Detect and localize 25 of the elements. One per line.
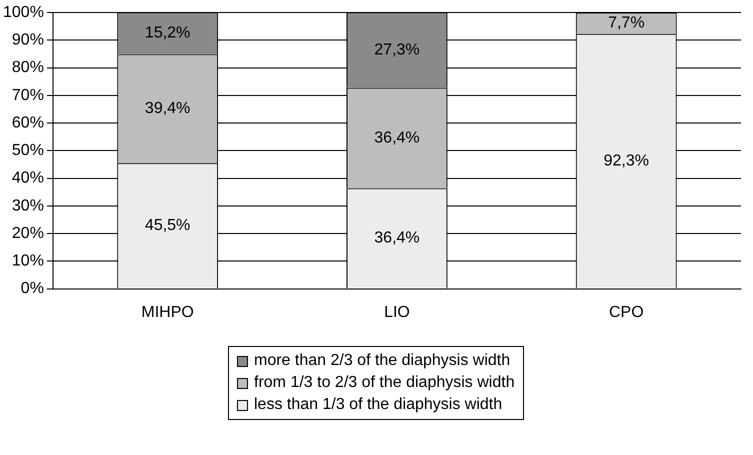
data-label: 27,3% — [374, 41, 420, 58]
y-tick-label: 10% — [12, 252, 44, 270]
y-tick-label: 40% — [12, 170, 44, 187]
y-tick-label: 30% — [12, 197, 44, 214]
x-tick-label: MIHPO — [141, 304, 194, 321]
y-tick-label: 70% — [12, 86, 44, 104]
y-tick-label: 60% — [12, 114, 44, 132]
y-tick-label: 50% — [12, 142, 44, 160]
legend-label: from 1/3 to 2/3 of the diaphysis width — [254, 373, 515, 393]
y-tick-label: 100% — [3, 4, 44, 22]
y-tick-label: 80% — [12, 59, 44, 76]
data-label: 7,7% — [608, 14, 645, 32]
data-label: 92,3% — [604, 152, 650, 170]
x-tick-label: LIO — [384, 304, 410, 321]
y-tick-label: 90% — [12, 32, 44, 49]
legend-label: more than 2/3 of the diaphysis width — [254, 351, 510, 371]
x-tick-label: CPO — [608, 304, 644, 321]
data-label: 36,4% — [374, 129, 420, 146]
y-tick-label: 0% — [20, 280, 44, 298]
data-label: 15,2% — [144, 24, 190, 42]
data-label: 39,4% — [144, 100, 190, 118]
legend-label: less than 1/3 of the diaphysis width — [254, 395, 502, 415]
data-label: 45,5% — [144, 217, 190, 234]
y-tick-label: 20% — [12, 224, 44, 242]
data-label: 36,4% — [374, 230, 420, 247]
